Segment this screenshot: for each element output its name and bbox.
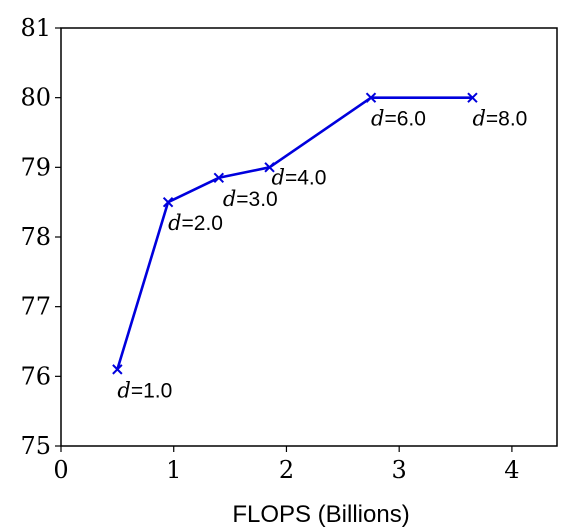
x-axis-title: FLOPS (Billions) — [232, 501, 409, 527]
y-tick-label: 79 — [20, 153, 51, 181]
data-point-label-var: d — [168, 211, 181, 235]
data-point-label-value: =8.0 — [486, 108, 527, 131]
data-point-marker — [162, 196, 174, 208]
data-point-label-var: d — [272, 165, 285, 189]
y-tick-label: 76 — [20, 362, 51, 390]
x-tick-label: 1 — [166, 456, 181, 484]
data-point-label-var: d — [472, 107, 485, 131]
data-point-marker — [213, 172, 225, 183]
data-point-label-var: d — [117, 378, 130, 402]
data-point-label-var: d — [371, 107, 384, 131]
x-tick-label: 4 — [504, 456, 519, 484]
x-tick-label: 3 — [392, 456, 407, 484]
x-tick-label: 2 — [279, 456, 294, 484]
data-point-label-value: =4.0 — [285, 166, 326, 189]
data-point-marker — [264, 162, 275, 173]
data-point-label: d=4.0 — [272, 165, 327, 189]
y-tick-label: 78 — [20, 223, 51, 251]
data-point-marker — [467, 92, 478, 103]
data-point-label-value: =3.0 — [236, 188, 277, 211]
y-tick-label: 75 — [20, 432, 51, 460]
data-point-label-value: =2.0 — [182, 212, 223, 235]
data-point-label-value: =1.0 — [131, 379, 172, 402]
y-tick-label: 77 — [20, 293, 51, 321]
series-line — [116, 96, 473, 370]
data-point-marker — [365, 92, 377, 103]
data-point-label: d=6.0 — [371, 107, 426, 131]
data-point-label: d=1.0 — [117, 378, 172, 402]
y-tick-label: 81 — [20, 14, 51, 42]
data-point-label: d=3.0 — [223, 187, 278, 211]
data-point-label: d=2.0 — [168, 211, 223, 235]
data-point-label-value: =6.0 — [384, 108, 425, 131]
data-point-marker — [112, 364, 123, 375]
y-tick-label: 80 — [20, 84, 51, 112]
data-point-label-var: d — [223, 187, 236, 211]
data-point-label: d=8.0 — [472, 107, 527, 131]
x-tick-label: 0 — [53, 456, 68, 484]
